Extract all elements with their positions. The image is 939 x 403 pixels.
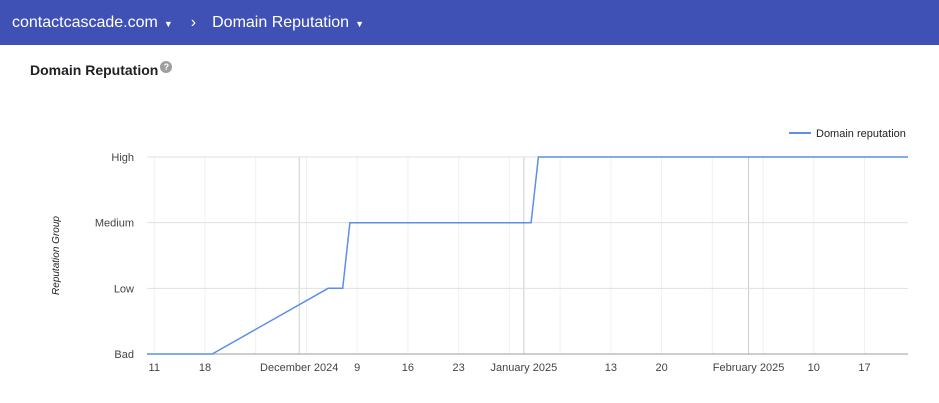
x-tick-label: 16 <box>402 362 414 374</box>
dropdown-caret-icon: ▼ <box>163 18 173 29</box>
domain-selector[interactable]: contactcascade.com ▼ <box>12 14 173 32</box>
y-axis-label: Reputation Group <box>51 216 62 295</box>
x-tick-label: February 2025 <box>713 362 785 374</box>
x-tick-label: 18 <box>199 362 211 374</box>
top-app-bar: contactcascade.com ▼ › Domain Reputation… <box>0 0 939 45</box>
x-tick-label: January 2025 <box>491 362 558 374</box>
help-icon[interactable]: ? <box>160 61 173 73</box>
x-tick-label: 9 <box>354 362 360 374</box>
breadcrumb-chevron-icon: › <box>190 13 197 31</box>
domain-selector-label: contactcascade.com <box>12 13 158 31</box>
x-tick-label: 11 <box>149 362 160 374</box>
section-selector[interactable]: Domain Reputation ▼ <box>212 14 364 32</box>
dropdown-caret-icon: ▼ <box>355 18 364 29</box>
legend-label: Domain reputation <box>816 128 906 140</box>
x-tick-label: 23 <box>453 362 465 374</box>
page-title-row: Domain Reputation ? <box>30 61 173 78</box>
x-tick-label: 13 <box>605 362 617 374</box>
y-tick-label: Medium <box>95 218 134 230</box>
x-tick-label: 17 <box>858 362 870 374</box>
y-tick-label: Low <box>114 283 134 295</box>
x-tick-label: December 2024 <box>260 362 338 374</box>
x-tick-label: 10 <box>808 362 820 374</box>
series-line-domain-reputation <box>147 156 908 355</box>
y-tick-label: High <box>111 152 134 164</box>
section-selector-label: Domain Reputation <box>212 13 350 31</box>
x-tick-label: 20 <box>655 362 667 374</box>
y-tick-label: Bad <box>114 349 134 361</box>
page-title: Domain Reputation <box>30 62 159 78</box>
